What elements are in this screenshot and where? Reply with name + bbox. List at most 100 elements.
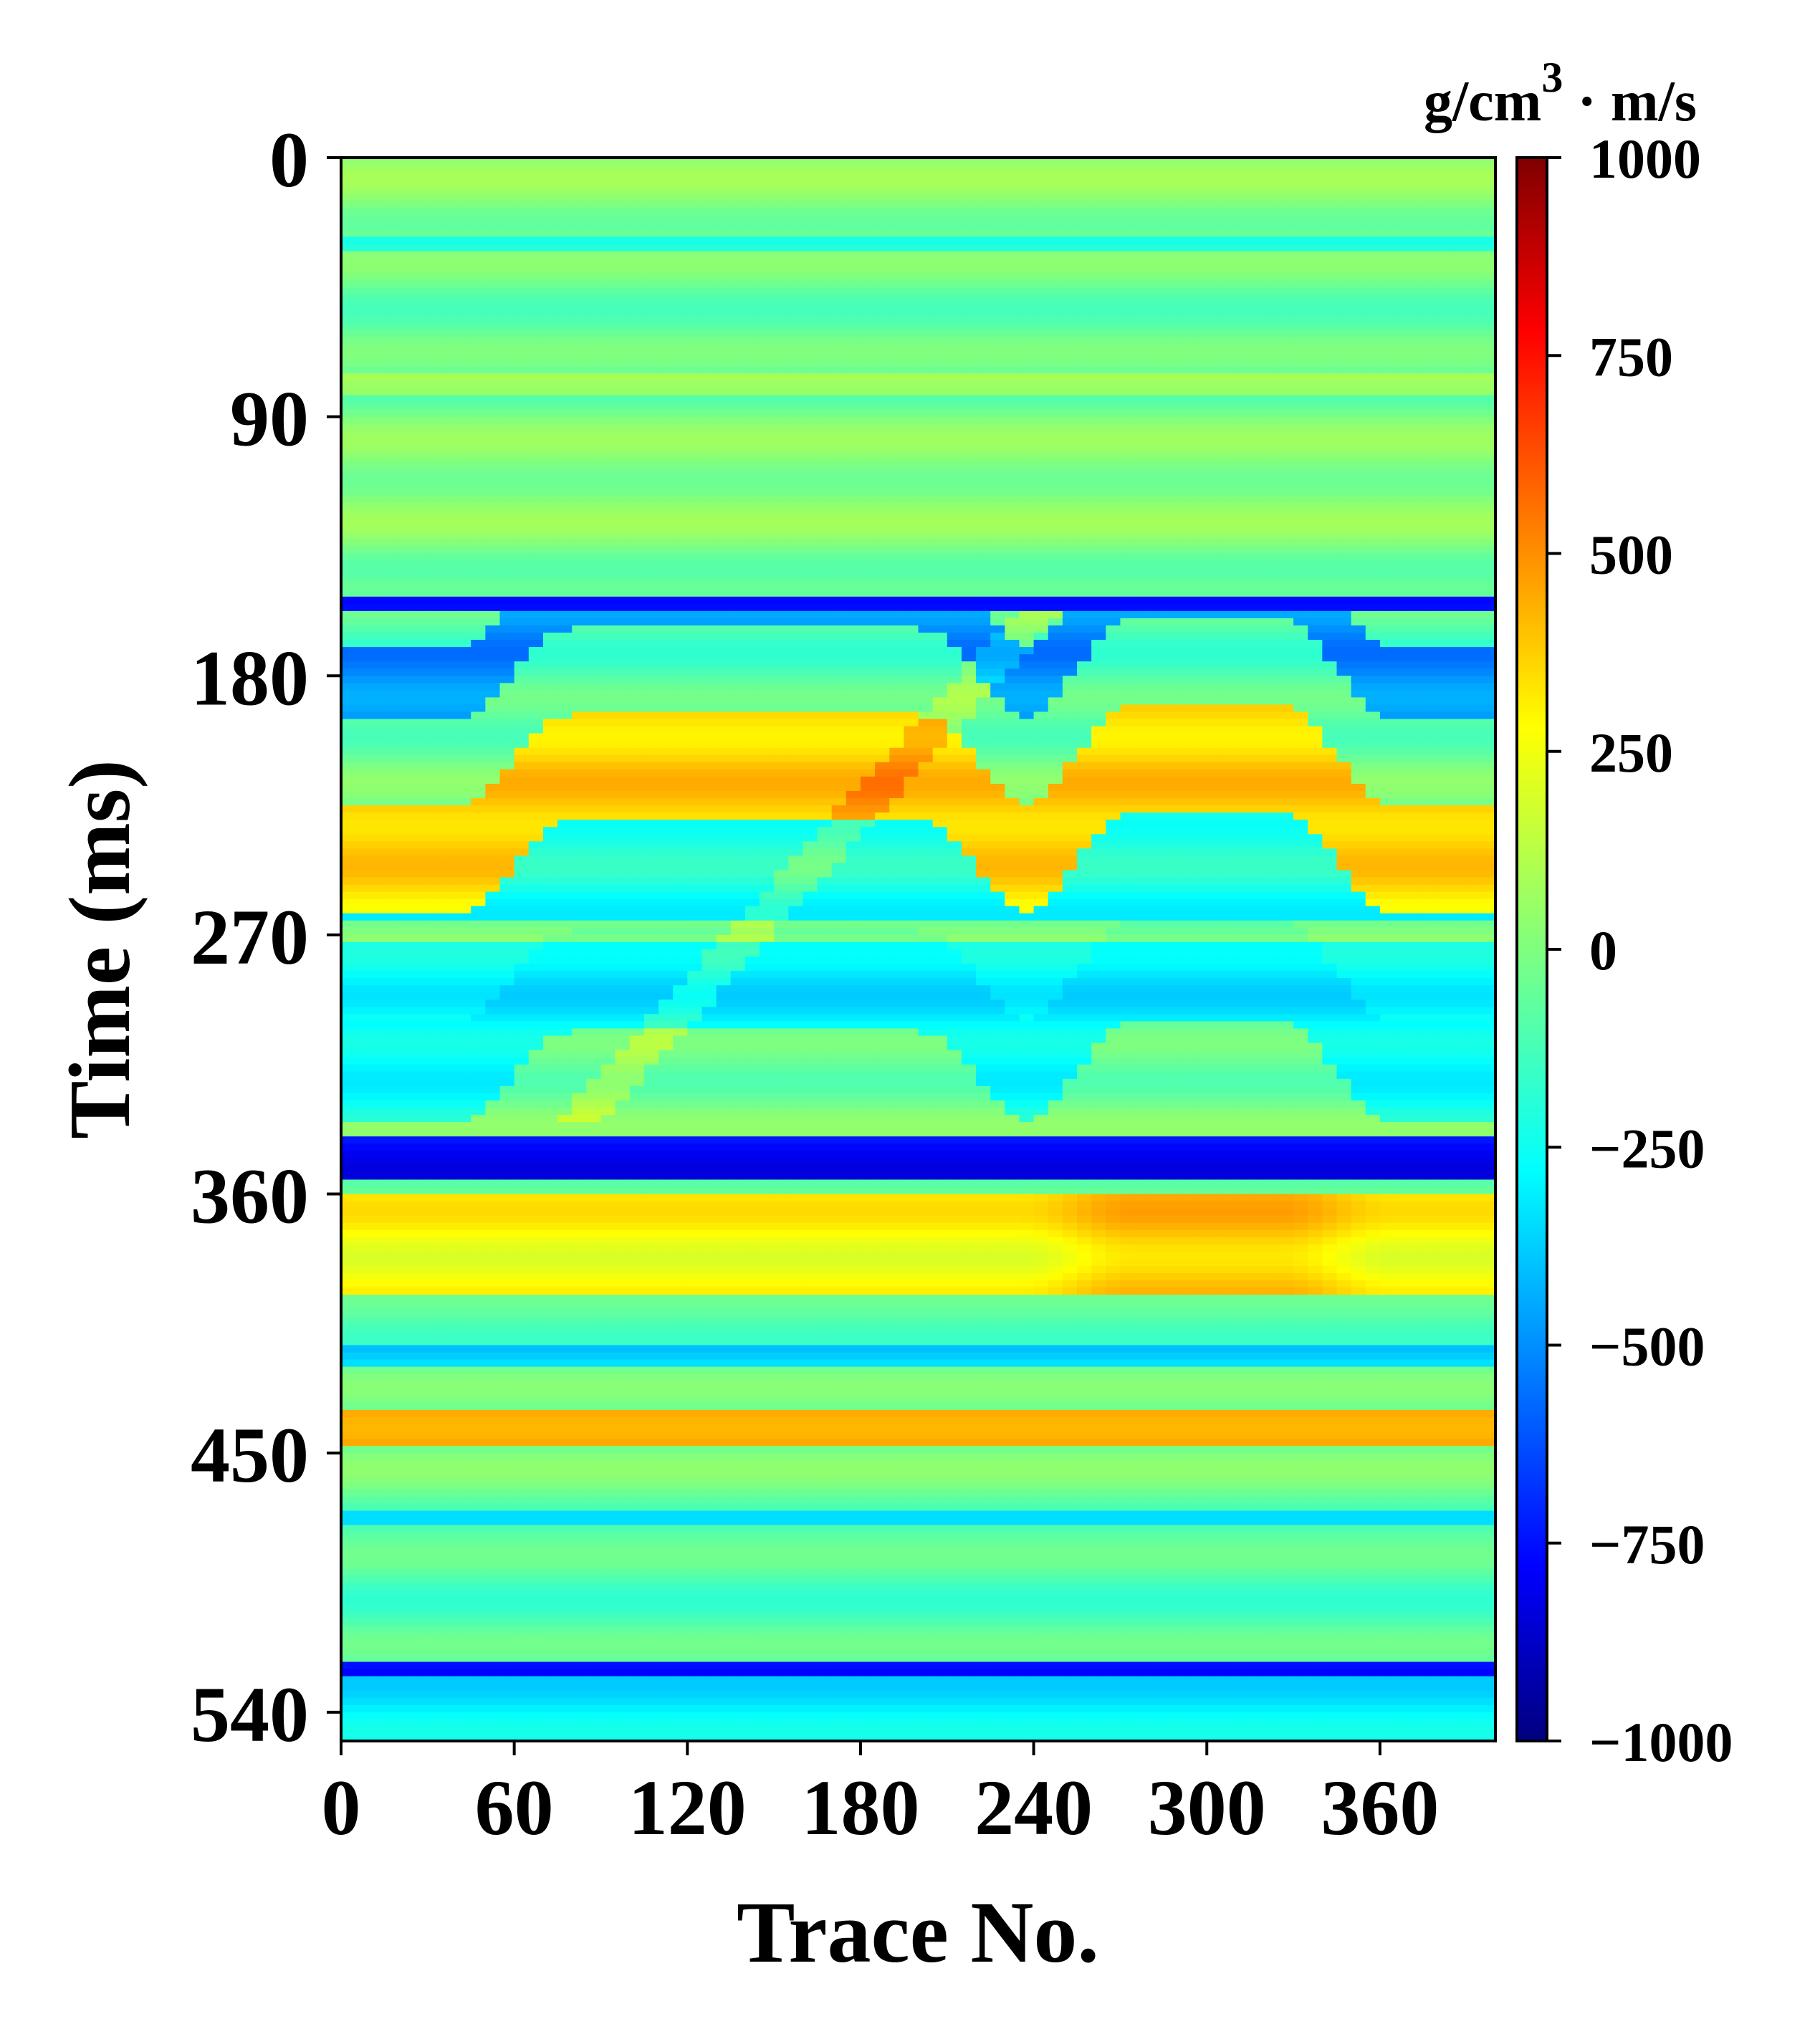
heatmap-cell bbox=[1120, 316, 1136, 324]
heatmap-cell bbox=[1207, 402, 1222, 411]
heatmap-cell bbox=[485, 474, 501, 482]
heatmap-cell bbox=[615, 423, 631, 432]
heatmap-cell bbox=[1019, 438, 1035, 446]
heatmap-cell bbox=[1235, 452, 1251, 461]
heatmap-cell bbox=[788, 603, 803, 612]
heatmap-cell bbox=[1019, 524, 1035, 532]
heatmap-cell bbox=[1466, 409, 1482, 418]
heatmap-cell bbox=[1308, 466, 1323, 475]
heatmap-cell bbox=[1466, 539, 1482, 547]
heatmap-cell bbox=[1264, 431, 1280, 439]
heatmap-cell bbox=[1235, 229, 1251, 238]
heatmap-cell bbox=[947, 445, 962, 454]
heatmap-cell bbox=[615, 517, 631, 525]
heatmap-cell bbox=[904, 496, 919, 504]
heatmap-cell bbox=[1163, 481, 1179, 489]
heatmap-cell bbox=[1365, 589, 1381, 598]
heatmap-cell bbox=[1351, 279, 1366, 288]
heatmap-cell bbox=[413, 560, 428, 569]
heatmap-cell bbox=[904, 337, 919, 345]
heatmap-cell bbox=[759, 603, 775, 612]
heatmap-cell bbox=[831, 510, 847, 518]
heatmap-cell bbox=[384, 366, 400, 374]
heatmap-cell bbox=[1322, 481, 1338, 489]
heatmap-cell bbox=[1394, 366, 1409, 374]
heatmap-cell bbox=[1019, 517, 1035, 525]
heatmap-cell bbox=[687, 272, 703, 281]
heatmap-cell bbox=[976, 596, 991, 605]
heatmap-cell bbox=[1365, 388, 1381, 396]
heatmap-cell bbox=[803, 165, 818, 173]
heatmap-cell bbox=[1033, 301, 1049, 310]
heatmap-cell bbox=[1048, 503, 1063, 511]
heatmap-cell bbox=[1134, 560, 1150, 569]
heatmap-cell bbox=[1293, 380, 1308, 389]
heatmap-cell bbox=[572, 524, 587, 532]
heatmap-cell bbox=[1365, 265, 1381, 274]
heatmap-cell bbox=[817, 524, 833, 532]
heatmap-cell bbox=[1409, 517, 1424, 525]
heatmap-cell bbox=[1005, 567, 1020, 576]
heatmap-cell bbox=[716, 445, 732, 454]
heatmap-cell bbox=[990, 503, 1005, 511]
heatmap-cell bbox=[615, 452, 631, 461]
heatmap-cell bbox=[542, 294, 558, 302]
heatmap-cell bbox=[730, 496, 746, 504]
heatmap-cell bbox=[629, 388, 645, 396]
heatmap-cell bbox=[1480, 179, 1495, 187]
heatmap-cell bbox=[615, 589, 631, 598]
heatmap-cell bbox=[673, 244, 688, 252]
heatmap-cell bbox=[1106, 452, 1121, 461]
heatmap-cell bbox=[485, 373, 501, 382]
heatmap-cell bbox=[1480, 352, 1495, 360]
heatmap-cell bbox=[341, 258, 356, 267]
heatmap-cell bbox=[456, 222, 471, 231]
heatmap-cell bbox=[1409, 193, 1424, 201]
heatmap-cell bbox=[976, 236, 991, 245]
heatmap-cell bbox=[1351, 272, 1366, 281]
heatmap-cell bbox=[1351, 510, 1366, 518]
heatmap-cell bbox=[441, 308, 457, 317]
heatmap-cell bbox=[384, 272, 400, 281]
heatmap-cell bbox=[615, 279, 631, 288]
heatmap-cell bbox=[456, 236, 471, 245]
heatmap-cell bbox=[817, 582, 833, 590]
heatmap-cell bbox=[701, 236, 717, 245]
heatmap-cell bbox=[1351, 503, 1366, 511]
heatmap-cell bbox=[471, 272, 486, 281]
heatmap-cell bbox=[716, 258, 732, 267]
heatmap-cell bbox=[615, 359, 631, 367]
heatmap-cell bbox=[1480, 201, 1495, 208]
heatmap-cell bbox=[1264, 165, 1280, 173]
heatmap-cell bbox=[471, 596, 486, 605]
heatmap-cell bbox=[1308, 503, 1323, 511]
heatmap-cell bbox=[990, 215, 1005, 224]
heatmap-cell bbox=[1322, 229, 1338, 238]
heatmap-cell bbox=[687, 596, 703, 605]
heatmap-cell bbox=[687, 603, 703, 612]
heatmap-cell bbox=[572, 215, 587, 224]
heatmap-cell bbox=[1149, 345, 1164, 352]
heatmap-cell bbox=[774, 553, 789, 562]
heatmap-cell bbox=[629, 438, 645, 446]
heatmap-cell bbox=[1379, 186, 1395, 194]
heatmap-cell bbox=[658, 201, 674, 208]
heatmap-cell bbox=[600, 474, 616, 482]
heatmap-cell bbox=[1235, 359, 1251, 367]
heatmap-cell bbox=[1149, 510, 1164, 518]
heatmap-cell bbox=[774, 229, 789, 238]
heatmap-cell bbox=[629, 251, 645, 259]
heatmap-cell bbox=[1091, 308, 1106, 317]
heatmap-cell bbox=[1235, 575, 1251, 583]
heatmap-cell bbox=[904, 474, 919, 482]
heatmap-cell bbox=[1423, 416, 1439, 425]
heatmap-cell bbox=[1177, 229, 1193, 238]
heatmap-cell bbox=[1005, 438, 1020, 446]
heatmap-cell bbox=[1207, 431, 1222, 439]
heatmap-cell bbox=[1221, 287, 1237, 295]
heatmap-cell bbox=[456, 308, 471, 317]
heatmap-cell bbox=[629, 265, 645, 274]
heatmap-cell bbox=[427, 244, 443, 252]
heatmap-cell bbox=[1351, 532, 1366, 540]
heatmap-cell bbox=[1149, 532, 1164, 540]
